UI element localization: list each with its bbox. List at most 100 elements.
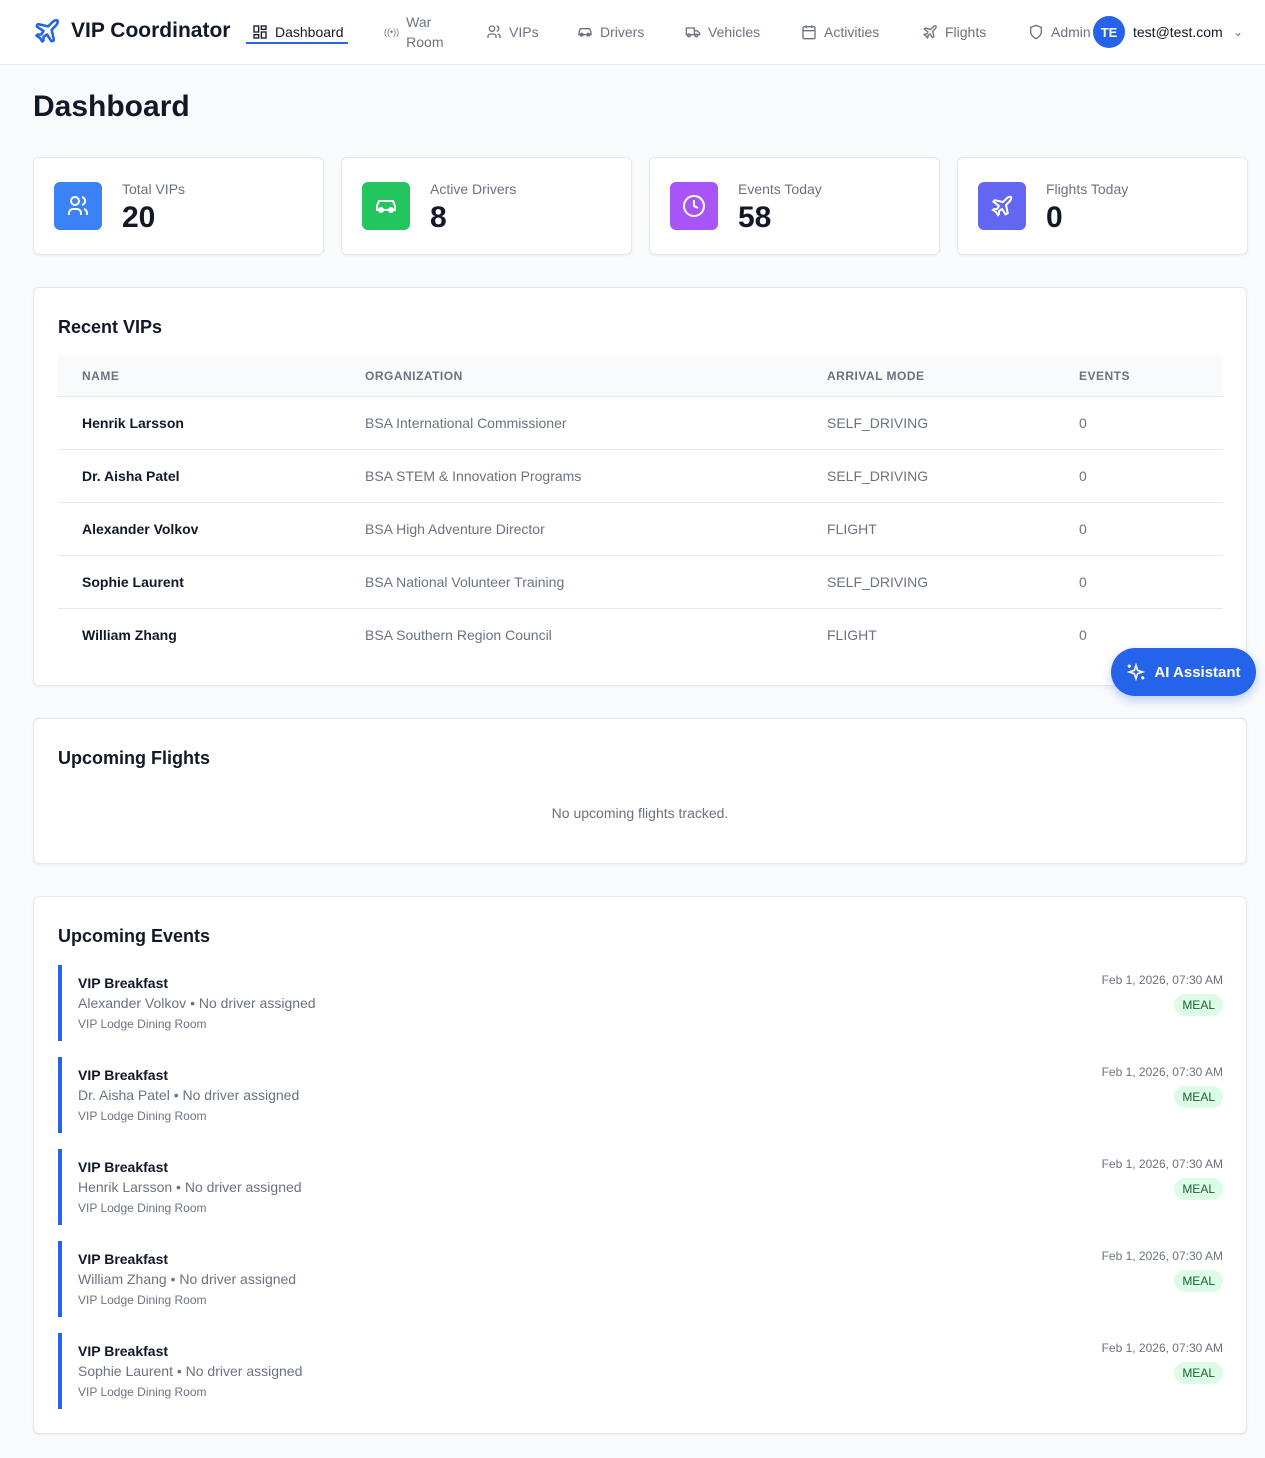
radio-icon: ((•)) [384, 27, 400, 37]
vip-name: William Zhang [58, 607, 341, 661]
event-location: VIP Lodge Dining Room [78, 1017, 207, 1031]
ai-assistant-label: AI Assistant [1154, 663, 1241, 681]
event-item[interactable]: VIP Breakfast Henrik Larsson • No driver… [58, 1149, 1223, 1225]
nav-vehicles[interactable]: Vehicles [685, 0, 760, 64]
column-header: ARRIVAL MODE [803, 356, 1055, 396]
nav-war-room[interactable]: ((•)) War Room [384, 0, 446, 64]
nav-flights[interactable]: Flights [922, 0, 986, 64]
stat-label: Active Drivers [430, 181, 517, 197]
users-icon [487, 25, 501, 38]
event-date: Feb 1, 2026, 07:30 AM [1101, 1065, 1223, 1079]
nav-activities[interactable]: Activities [801, 0, 879, 64]
stat-value: 8 [430, 201, 447, 234]
avatar[interactable]: TE [1093, 16, 1125, 48]
section-title: Recent VIPs [58, 317, 163, 337]
stat-label: Flights Today [1046, 181, 1129, 197]
clock-icon [670, 182, 718, 230]
event-date: Feb 1, 2026, 07:30 AM [1101, 1341, 1223, 1355]
vip-events: 0 [1055, 554, 1223, 608]
section-title: Upcoming Flights [58, 748, 210, 768]
car-icon [578, 28, 592, 37]
users-icon [54, 182, 102, 230]
event-location: VIP Lodge Dining Room [78, 1201, 207, 1215]
table-row[interactable]: Alexander Volkov BSA High Adventure Direc… [58, 501, 1223, 555]
car-icon [362, 182, 410, 230]
event-date: Feb 1, 2026, 07:30 AM [1101, 1249, 1223, 1263]
vip-name: Sophie Laurent [58, 554, 341, 608]
vip-organization: BSA International Commissioner [341, 395, 803, 449]
event-location: VIP Lodge Dining Room [78, 1109, 207, 1123]
event-title: VIP Breakfast [78, 1251, 169, 1267]
upcoming-flights-card: Upcoming Flights No upcoming flights tra… [33, 718, 1247, 864]
vip-name: Alexander Volkov [58, 501, 341, 555]
table-row[interactable]: Dr. Aisha Patel BSA STEM & Innovation Pro… [58, 448, 1223, 502]
ai-assistant-button[interactable]: AI Assistant [1111, 648, 1256, 696]
nav-label: Activities [824, 24, 880, 40]
nav-dashboard[interactable]: Dashboard [246, 0, 347, 64]
user-email[interactable]: test@test.com [1133, 24, 1223, 40]
table-row[interactable]: Sophie Laurent BSA National Volunteer Tra… [58, 554, 1223, 608]
stat-card-active-drivers: Active Drivers 8 [341, 157, 632, 255]
vip-organization: BSA STEM & Innovation Programs [341, 448, 803, 502]
nav-vips[interactable]: VIPs [486, 0, 539, 64]
stat-value: 20 [122, 201, 156, 234]
event-subtitle: Sophie Laurent • No driver assigned [78, 1363, 303, 1379]
event-location: VIP Lodge Dining Room [78, 1293, 207, 1307]
event-type-badge: MEAL [1174, 1270, 1223, 1292]
stat-card-total-vips: Total VIPs 20 [33, 157, 324, 255]
plane-icon [978, 182, 1026, 230]
event-title: VIP Breakfast [78, 1343, 169, 1359]
event-date: Feb 1, 2026, 07:30 AM [1101, 973, 1223, 987]
nav-label: Drivers [600, 24, 645, 40]
recent-vips-card: Recent VIPs NAME ORGANIZATION ARRIVAL MO… [33, 287, 1247, 686]
event-date: Feb 1, 2026, 07:30 AM [1101, 1157, 1223, 1171]
upcoming-events-card: Upcoming Events VIP Breakfast Alexander … [33, 896, 1247, 1434]
nav-admin[interactable]: Admin [1028, 0, 1091, 64]
top-nav: VIP Coordinator Dashboard ((•)) War Room… [0, 0, 1265, 65]
stat-value: 0 [1046, 201, 1063, 234]
app-title: VIP Coordinator [71, 19, 231, 42]
stat-card-flights-today: Flights Today 0 [957, 157, 1248, 255]
event-subtitle: Henrik Larsson • No driver assigned [78, 1179, 302, 1195]
vip-organization: BSA National Volunteer Training [341, 554, 803, 608]
event-subtitle: Dr. Aisha Patel • No driver assigned [78, 1087, 300, 1103]
event-type-badge: MEAL [1174, 1178, 1223, 1200]
vip-arrival-mode: FLIGHT [803, 501, 1055, 555]
nav-label: Vehicles [708, 24, 761, 40]
table-row[interactable]: William Zhang BSA Southern Region Council… [58, 607, 1223, 661]
event-type-badge: MEAL [1174, 1086, 1223, 1108]
recent-vips-table: NAME ORGANIZATION ARRIVAL MODE EVENTS He… [58, 356, 1223, 661]
event-item[interactable]: VIP Breakfast William Zhang • No driver … [58, 1241, 1223, 1317]
nav-drivers[interactable]: Drivers [577, 0, 644, 64]
table-row[interactable]: Henrik Larsson BSA International Commissi… [58, 395, 1223, 449]
vip-arrival-mode: SELF_DRIVING [803, 448, 1055, 502]
event-title: VIP Breakfast [78, 1159, 169, 1175]
page-title: Dashboard [33, 90, 190, 123]
shield-icon [1030, 24, 1042, 40]
grid-icon [253, 25, 267, 39]
event-item[interactable]: VIP Breakfast Alexander Volkov • No driv… [58, 965, 1223, 1041]
chevron-down-icon[interactable]: ⌄ [1233, 25, 1244, 39]
column-header: EVENTS [1055, 356, 1223, 396]
vip-organization: BSA High Adventure Director [341, 501, 803, 555]
stat-card-events-today: Events Today 58 [649, 157, 940, 255]
vip-name: Dr. Aisha Patel [58, 448, 341, 502]
event-title: VIP Breakfast [78, 975, 169, 991]
event-location: VIP Lodge Dining Room [78, 1385, 207, 1399]
plane-icon [922, 25, 937, 40]
event-item[interactable]: VIP Breakfast Sophie Laurent • No driver… [58, 1333, 1223, 1409]
event-subtitle: William Zhang • No driver assigned [78, 1271, 297, 1287]
empty-state-text: No upcoming flights tracked. [551, 805, 729, 821]
vip-name: Henrik Larsson [58, 395, 341, 449]
app-logo[interactable]: VIP Coordinator [33, 17, 230, 45]
event-type-badge: MEAL [1174, 1362, 1223, 1384]
event-item[interactable]: VIP Breakfast Dr. Aisha Patel • No drive… [58, 1057, 1223, 1133]
nav-label: VIPs [509, 24, 539, 40]
vip-arrival-mode: SELF_DRIVING [803, 395, 1055, 449]
sparkles-icon [1127, 662, 1146, 682]
column-header: NAME [58, 356, 341, 396]
vip-organization: BSA Southern Region Council [341, 607, 803, 661]
nav-label: Admin [1051, 24, 1091, 40]
event-title: VIP Breakfast [78, 1067, 169, 1083]
event-type-badge: MEAL [1174, 994, 1223, 1016]
